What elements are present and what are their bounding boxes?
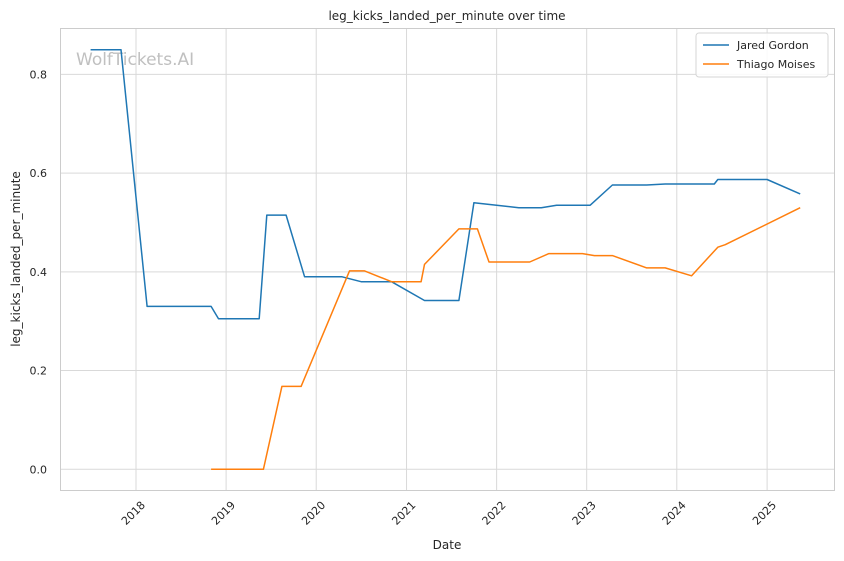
y-tick-label-0.2: 0.2 [30, 365, 48, 378]
chart-title: leg_kicks_landed_per_minute over time [328, 9, 565, 23]
legend-box [695, 32, 829, 78]
y-tick-label-0.4: 0.4 [30, 266, 48, 279]
y-tick-label-0.8: 0.8 [30, 68, 48, 81]
y-tick-label-0.6: 0.6 [30, 167, 48, 180]
plot-frame [60, 28, 835, 491]
x-axis-title: Date [433, 538, 462, 552]
watermark: WolfTickets.AI [76, 50, 194, 70]
series-line-thiago-moises [211, 207, 801, 471]
y-axis-title: leg_kicks_landed_per_minute [9, 171, 23, 347]
legend: Jared Gordon Thiago Moises [695, 32, 829, 78]
series-line-jared-gordon [90, 48, 801, 320]
grid [60, 28, 835, 491]
legend-label-0: Jared Gordon [736, 39, 809, 52]
series-layer [90, 48, 801, 471]
y-tick-label-0.0: 0.0 [30, 463, 48, 476]
legend-label-1: Thiago Moises [736, 58, 815, 71]
